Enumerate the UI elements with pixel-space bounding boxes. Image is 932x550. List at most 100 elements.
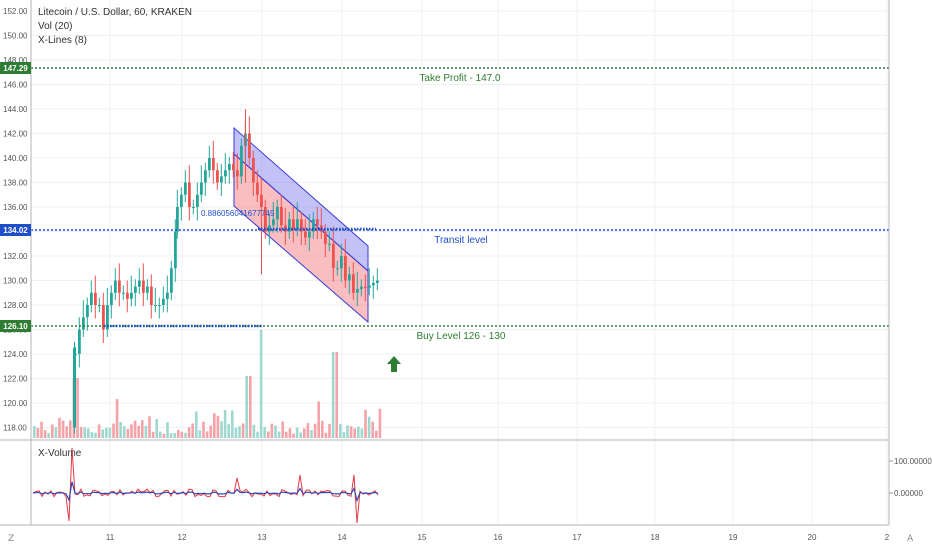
volume-bar (213, 413, 216, 438)
candle-body (212, 158, 215, 171)
candle-body (356, 289, 359, 293)
candle-body (118, 280, 121, 293)
candle-body (102, 305, 105, 330)
candle-body (368, 285, 371, 288)
candle-body (78, 329, 81, 354)
price-tick-label: 146.00 (3, 81, 28, 90)
candle-body (316, 219, 319, 226)
volume-bar (94, 432, 97, 438)
candle-body (344, 256, 347, 281)
time-tick-label: 11 (106, 533, 115, 542)
volume-bar (130, 424, 133, 438)
symbol-title[interactable]: Litecoin / U.S. Dollar, 60, KRAKEN (38, 7, 192, 18)
price-tick-label: 150.00 (3, 32, 28, 41)
time-tick-label: 16 (494, 533, 503, 542)
volume-bar (40, 421, 43, 438)
volume-bar (339, 424, 342, 438)
study-xlines[interactable]: X-Lines (8) (38, 35, 87, 46)
volume-bar (101, 429, 104, 438)
volume-bar (65, 426, 68, 438)
x-volume-title[interactable]: X-Volume (38, 448, 82, 459)
volume-bar (223, 410, 227, 438)
volume-bar (43, 430, 47, 438)
candle-body (90, 292, 93, 305)
volume-bar (353, 428, 356, 438)
candle-body (126, 292, 129, 299)
candle-body (288, 219, 291, 232)
volume-bar (292, 433, 295, 438)
auto-scale-icon[interactable]: A (907, 534, 914, 544)
candle-body (296, 219, 299, 230)
candle-body (130, 292, 133, 299)
volume-bar (159, 431, 162, 438)
candle-body (192, 207, 195, 208)
candle-body (268, 225, 271, 232)
time-tick-label: 17 (573, 533, 582, 542)
candle-body (324, 231, 327, 244)
volume-bar (51, 424, 54, 438)
price-badge-label: 134.02 (3, 226, 28, 235)
volume-bar (36, 427, 40, 438)
candle-body (180, 194, 183, 207)
price-tick-label: 118.00 (3, 424, 27, 433)
candle-body (240, 145, 243, 177)
price-tick-label: 128.00 (3, 301, 28, 310)
volume-bar (76, 378, 79, 438)
candle-body (220, 176, 223, 183)
price-tick-label: 138.00 (3, 179, 28, 188)
candle-body (98, 305, 101, 306)
volume-bar (331, 352, 335, 438)
time-tick-label: 12 (178, 533, 187, 542)
volume-bar (270, 423, 274, 438)
volume-bar (169, 433, 173, 438)
candle-body (364, 286, 367, 288)
zoom-icon[interactable]: Z (8, 534, 15, 544)
volume-bar (220, 421, 223, 438)
volume-bar (115, 399, 119, 438)
volume-bar (313, 423, 317, 438)
volume-bar (245, 376, 248, 438)
volume-bar (162, 433, 166, 438)
candle-body (260, 194, 263, 207)
candle-body (200, 182, 203, 195)
price-tick-label: 132.00 (3, 252, 28, 261)
candle-body (280, 207, 283, 226)
volume-bar (267, 431, 270, 438)
time-tick-label: 19 (729, 533, 738, 542)
volume-bar (33, 426, 36, 438)
volume-bar (209, 425, 212, 438)
candle-body (134, 286, 137, 293)
volume-bar (90, 432, 94, 438)
volume-bar (155, 419, 158, 438)
volume-bar (105, 427, 108, 438)
volume-bar (274, 425, 277, 438)
x-volume-signal-line (32, 481, 379, 503)
candle-body (360, 286, 363, 290)
candle-body (336, 268, 339, 270)
horizontal-levels[interactable]: Take Profit - 147.0 Transit level Buy Leve… (31, 67, 889, 372)
price-tick-label: 136.00 (3, 203, 28, 212)
candle-body (158, 305, 161, 306)
volume-bar (328, 423, 331, 438)
candle-body (184, 182, 187, 195)
candle-body (176, 207, 179, 232)
volume-bar (324, 432, 328, 438)
candle-body (252, 158, 255, 183)
sub-axis-label: 100.00000 (894, 457, 932, 466)
candle-body (174, 231, 177, 269)
candle-body (256, 182, 259, 195)
volume-bar (310, 430, 313, 438)
price-badge-label: 147.29 (3, 64, 28, 73)
x-volume-pane (32, 447, 379, 524)
volume-bar (375, 430, 378, 438)
candle-body (352, 274, 355, 293)
price-tick-label: 152.00 (3, 7, 28, 16)
candle-body (122, 292, 125, 294)
study-vol[interactable]: Vol (20) (38, 21, 73, 32)
candle-body (332, 243, 335, 269)
time-tick-label: 18 (651, 533, 660, 542)
volume-bar (285, 431, 288, 438)
